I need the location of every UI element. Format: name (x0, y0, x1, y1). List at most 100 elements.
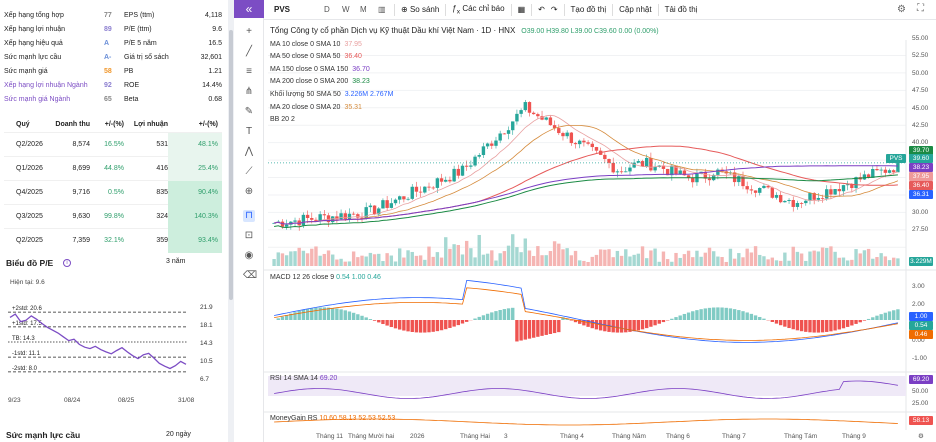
layout-icon[interactable]: ▦ (517, 5, 526, 14)
profit-change-cell: 25.4% (168, 156, 222, 181)
demand-strength-period[interactable]: 20 ngày (166, 431, 191, 438)
candle-body (628, 167, 632, 172)
collapse-panel-icon[interactable]: « (234, 0, 264, 18)
create-chart-button[interactable]: Tạo đồ thị (570, 5, 607, 14)
time-settings-icon[interactable]: ⚙ (918, 433, 924, 440)
horizontal-line-icon[interactable]: ≡ (246, 66, 252, 77)
redo-icon[interactable]: ↷ (550, 5, 558, 14)
volume-bar (469, 248, 473, 266)
macd-histogram-bar (398, 320, 402, 330)
macd-histogram-bar (716, 307, 720, 320)
volume-bar (682, 254, 687, 266)
text-icon[interactable]: T (245, 126, 253, 137)
volume-bar (548, 251, 553, 266)
macd-histogram-bar (812, 320, 816, 333)
macd-histogram-bar (799, 320, 804, 332)
macd-histogram-bar (494, 311, 498, 320)
volume-bar (402, 257, 406, 266)
visibility-icon[interactable]: ◉ (244, 250, 254, 261)
settings-icon[interactable]: ⚙ (897, 4, 906, 15)
pe-period-select[interactable]: 3 năm (166, 258, 186, 265)
volume-bar (460, 254, 465, 266)
lock-icon[interactable]: ⊡ (244, 230, 254, 241)
candle-body (335, 216, 339, 220)
chart-type-icon[interactable]: ▥ (378, 5, 386, 14)
metric-row: Sức mạnh giá Ngành 65 Beta 0.68 (4, 92, 228, 106)
update-button[interactable]: Cập nhật (619, 5, 652, 14)
zoom-in-icon[interactable]: ⊕ (244, 186, 254, 197)
candle-body (892, 170, 896, 173)
candle-body (418, 191, 423, 193)
macd-histogram-bar (335, 308, 339, 320)
info-icon[interactable]: i (63, 259, 71, 267)
candle-body (423, 186, 427, 193)
volume-bar (473, 257, 477, 266)
legend-line[interactable]: Khối lượng 50 SMA 50 3.226M 2.767M (270, 89, 659, 102)
chart-canvas[interactable] (264, 20, 936, 442)
timeframe-w[interactable]: W (342, 5, 350, 14)
volume-bar (578, 260, 582, 266)
brush-icon[interactable]: ✎ (244, 106, 254, 117)
pe-axis-label: 18.1 (200, 322, 213, 329)
candle-body (410, 186, 414, 199)
candle-body (862, 174, 867, 180)
stock-info-panel: Xếp hạng tổng hợp 77 EPS (ttm) 4,118 Xếp hạn… (0, 0, 228, 442)
demand-strength-title: Sức mạnh lực cầu (6, 430, 81, 440)
rsi-label: RSI 14 SMA 14 69.20 (270, 375, 337, 382)
volume-bar (812, 250, 816, 266)
legend-line-value: 37.95 (344, 40, 362, 48)
macd-histogram-bar (347, 311, 352, 320)
macd-histogram-bar (289, 313, 293, 320)
time-axis-label: Tháng Năm (612, 433, 646, 440)
timeframe-m[interactable]: M (360, 5, 367, 14)
metric-row: Xếp hạng lợi nhuận 89 P/E (ttm) 9.6 (4, 22, 228, 36)
compare-button[interactable]: ⊕ So sánh (401, 5, 440, 14)
legend-line[interactable]: MA 10 close 0 SMA 10 37.95 (270, 39, 659, 52)
volume-bar (456, 245, 460, 266)
load-chart-button[interactable]: Tải đồ thị (664, 5, 698, 14)
indicators-button[interactable]: ƒx Các chỉ báo (452, 3, 505, 16)
legend-line[interactable]: MA 20 close 0 SMA 20 35.31 (270, 102, 659, 115)
macd-axis-label: 0.00 (912, 337, 925, 344)
volume-bar (816, 251, 821, 266)
volume-bar (896, 258, 900, 266)
symbol-input[interactable]: PVS (274, 5, 291, 14)
candle-body (393, 199, 398, 204)
fullscreen-icon[interactable]: ⛶ (917, 3, 924, 14)
macd-histogram-bar (845, 320, 850, 327)
time-axis-label: Tháng 7 (722, 433, 746, 440)
crosshair-icon[interactable]: + (246, 26, 252, 37)
macd-tag: 0.54 (909, 321, 933, 330)
pitchfork-icon[interactable]: ⋔ (244, 86, 254, 97)
pattern-icon[interactable]: ⋀ (244, 146, 254, 157)
magnet-icon[interactable]: ⊓ (243, 210, 255, 222)
legend-line[interactable]: MA 50 close 0 SMA 50 36.40 (270, 51, 659, 64)
trash-icon[interactable]: ⌫ (243, 270, 258, 281)
volume-bar (854, 249, 858, 266)
candle-body (833, 189, 837, 195)
legend-line[interactable]: MA 150 close 0 SMA 150 36.70 (270, 64, 659, 77)
legend-line-value: 35.31 (344, 103, 362, 111)
metric-rank: 58 (104, 67, 112, 75)
macd-histogram-bar (753, 315, 758, 320)
candle-body (774, 195, 779, 198)
volume-bar (778, 260, 783, 266)
timeframe-d[interactable]: D (324, 5, 330, 14)
rsi-value: 69.20 (319, 375, 338, 382)
ruler-icon[interactable]: ⟋ (245, 166, 253, 177)
volume-bar (691, 257, 695, 266)
legend-line[interactable]: MA 200 close 0 SMA 200 38.23 (270, 76, 659, 89)
legend-line[interactable]: BB 20 2 (270, 114, 659, 127)
price-tag: 39.60 (909, 154, 933, 163)
metric-label: Sức mạnh lực cầu (4, 53, 62, 61)
macd-histogram-bar (686, 312, 691, 320)
trendline-icon[interactable]: ╱ (245, 46, 253, 57)
candle-body (322, 214, 327, 216)
undo-icon[interactable]: ↶ (538, 5, 545, 14)
left-panel-scrollbar[interactable] (228, 0, 234, 442)
macd-histogram-bar (841, 320, 846, 329)
macd-histogram-bar (557, 320, 561, 333)
price-chart-area[interactable]: Tổng Công ty cổ phần Dịch vụ Kỹ thuật Dầ… (264, 20, 936, 442)
candle-body (594, 147, 599, 151)
macd-histogram-bar (515, 320, 519, 342)
